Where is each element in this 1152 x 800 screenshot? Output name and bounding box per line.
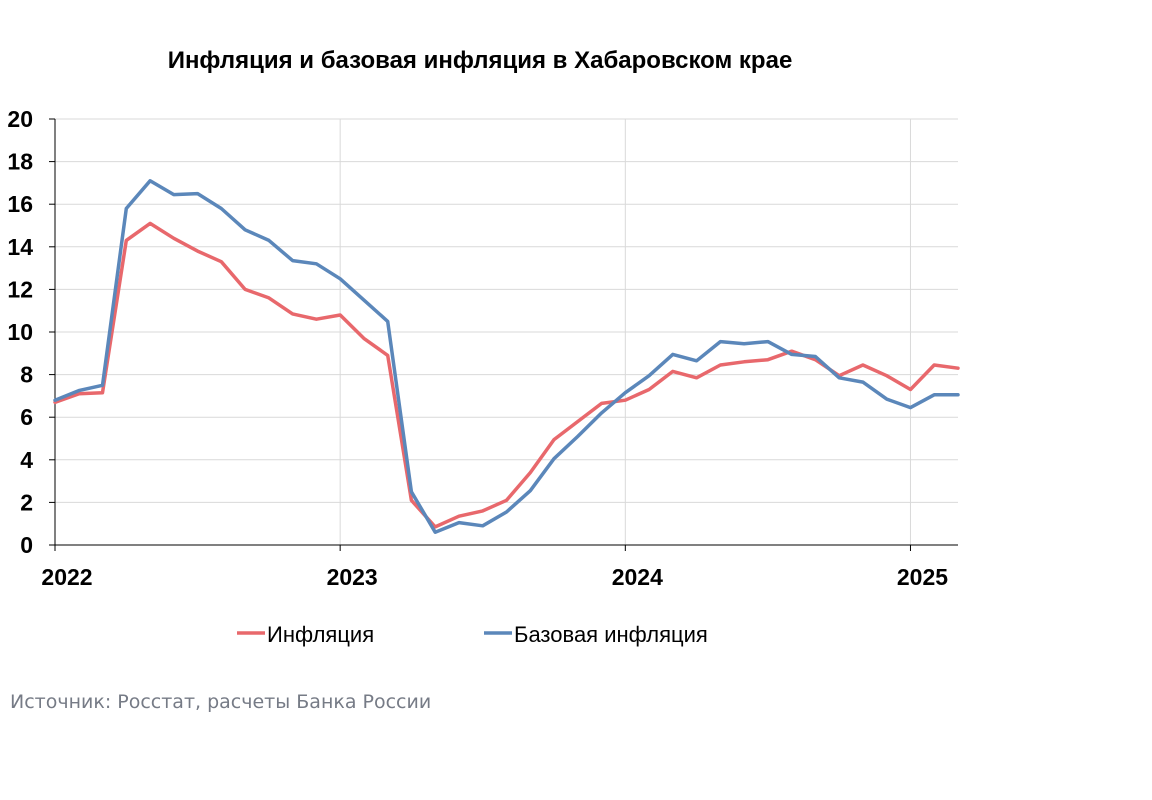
y-tick-label: 18 bbox=[7, 149, 33, 175]
source-note: Источник: Росстат, расчеты Банка России bbox=[10, 691, 432, 713]
x-tick-label: 2024 bbox=[612, 564, 663, 590]
y-tick-label: 8 bbox=[20, 362, 33, 388]
series-line-2 bbox=[53, 179, 960, 534]
y-tick-label: 10 bbox=[7, 319, 33, 345]
gridlines bbox=[55, 118, 958, 545]
x-axis-ticks: 2022 2023 2024 2025 bbox=[41, 564, 948, 590]
axes bbox=[49, 118, 958, 551]
y-tick-label: 20 bbox=[7, 106, 33, 132]
x-tick-label: 2022 bbox=[41, 564, 92, 590]
y-tick-label: 2 bbox=[20, 489, 33, 515]
y-tick-label: 16 bbox=[7, 191, 33, 217]
chart-title: Инфляция и базовая инфляция в Хабаровско… bbox=[168, 47, 793, 74]
series-lines bbox=[53, 179, 960, 534]
legend-label: Базовая инфляция bbox=[514, 622, 708, 647]
y-tick-label: 6 bbox=[20, 404, 33, 430]
series-line-1 bbox=[53, 221, 960, 529]
x-tick-label: 2023 bbox=[327, 564, 378, 590]
legend-label: Инфляция bbox=[267, 622, 374, 647]
y-tick-label: 14 bbox=[7, 234, 33, 260]
y-axis-ticks: 0 2 4 6 8 10 12 14 16 18 20 bbox=[7, 106, 33, 558]
x-tick-label: 2025 bbox=[897, 564, 948, 590]
y-tick-label: 0 bbox=[20, 532, 33, 558]
y-tick-label: 4 bbox=[20, 447, 33, 473]
y-tick-label: 12 bbox=[7, 276, 33, 302]
legend: Инфляция Базовая инфляция bbox=[237, 622, 708, 647]
